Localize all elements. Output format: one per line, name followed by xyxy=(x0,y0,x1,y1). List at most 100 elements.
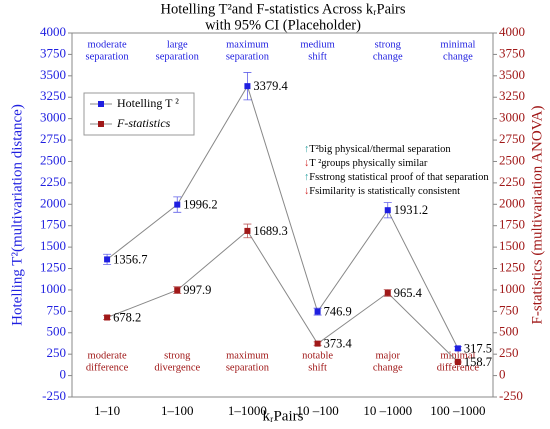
y2-tick-label: 1750 xyxy=(499,217,525,232)
bottom-annotation: maximum xyxy=(226,350,269,361)
x-tick-label: 10 –1000 xyxy=(363,403,412,418)
bottom-annotation: difference xyxy=(437,362,480,373)
y2-tick-label: -250 xyxy=(499,388,523,403)
marker xyxy=(384,289,391,296)
top-annotation: shift xyxy=(308,51,327,62)
note-text: Fsstrong statistical proof of that separ… xyxy=(309,172,489,183)
y-tick-label: 2500 xyxy=(40,152,66,167)
value-label: 1931.2 xyxy=(394,203,428,217)
y-tick-label: 250 xyxy=(47,345,67,360)
chart-title: Hotelling T²and F-statistics Across kᵣPa… xyxy=(160,1,405,17)
marker xyxy=(384,207,391,214)
note: ↓Fsimilarity is statistically consistent xyxy=(304,186,460,197)
y-tick-label: 1750 xyxy=(40,217,66,232)
note-text: T ²groups physically similar xyxy=(309,158,428,169)
bottom-annotation: shift xyxy=(308,362,327,373)
value-label: 1689.3 xyxy=(253,224,287,238)
note-arrow: ↑ xyxy=(304,172,309,183)
y2-tick-label: 250 xyxy=(499,345,519,360)
y2-tick-label: 4000 xyxy=(499,24,525,39)
y2-tick-label: 750 xyxy=(499,302,519,317)
y2-tick-label: 3500 xyxy=(499,67,525,82)
value-label: 746.9 xyxy=(324,304,352,318)
value-label: 373.4 xyxy=(324,336,353,350)
bottom-annotation: difference xyxy=(86,362,129,373)
top-annotation: minimal xyxy=(440,39,475,50)
bottom-annotation: strong xyxy=(164,350,191,361)
y-tick-label: 3750 xyxy=(40,45,66,60)
note: ↑Fsstrong statistical proof of that sepa… xyxy=(304,172,489,183)
y-tick-label: 0 xyxy=(60,367,67,382)
top-annotation: large xyxy=(167,39,188,50)
top-annotation: medium xyxy=(300,39,334,50)
chart-subtitle: with 95% CI (Placeholder) xyxy=(205,17,361,33)
y-tick-label: 750 xyxy=(47,302,67,317)
x-tick-label: 100 –1000 xyxy=(430,403,485,418)
y2-tick-label: 2000 xyxy=(499,195,525,210)
bottom-annotation: divergence xyxy=(154,362,200,373)
top-annotation: maximum xyxy=(226,39,269,50)
value-label: 678.2 xyxy=(113,310,141,324)
bottom-annotation: moderate xyxy=(88,350,127,361)
bottom-annotation: major xyxy=(376,350,401,361)
y-tick-label: 2250 xyxy=(40,174,66,189)
top-annotation: change xyxy=(443,51,473,62)
marker xyxy=(454,345,461,352)
y2-tick-label: 1250 xyxy=(499,260,525,275)
y-axis-label: Hotelling T²(multivariation distance) xyxy=(9,104,25,326)
top-annotation: separation xyxy=(86,51,130,62)
legend-label: F-statistics xyxy=(116,116,171,130)
x-tick-label: 1–100 xyxy=(161,403,194,418)
x-tick-label: 1–1000 xyxy=(228,403,267,418)
note: ↑T²big physical/thermal separation xyxy=(304,144,451,155)
legend-marker xyxy=(98,121,104,127)
marker xyxy=(104,256,111,263)
marker xyxy=(174,201,181,208)
marker xyxy=(314,340,321,347)
y-tick-label: 4000 xyxy=(40,24,66,39)
value-label: 997.9 xyxy=(183,283,211,297)
y-tick-label: 1000 xyxy=(40,281,66,296)
top-annotation: strong xyxy=(375,39,402,50)
top-annotation: moderate xyxy=(88,39,127,50)
y-tick-label: -250 xyxy=(42,388,66,403)
y2-tick-label: 0 xyxy=(499,367,506,382)
y2-tick-label: 1000 xyxy=(499,281,525,296)
y-tick-label: 2000 xyxy=(40,195,66,210)
note-arrow: ↑ xyxy=(304,144,309,155)
y-tick-label: 3250 xyxy=(40,88,66,103)
y-tick-label: 3500 xyxy=(40,67,66,82)
bottom-annotation: separation xyxy=(226,362,270,373)
legend-box xyxy=(83,92,195,136)
note: ↓T ²groups physically similar xyxy=(304,158,428,169)
note-text: Fsimilarity is statistically consistent xyxy=(309,186,460,197)
note-text: T²big physical/thermal separation xyxy=(309,144,451,155)
top-annotation: separation xyxy=(226,51,270,62)
y-tick-label: 1250 xyxy=(40,260,66,275)
y2-axis-label: F-statistics (multivariation ANOVA) xyxy=(529,106,545,325)
marker xyxy=(314,308,321,315)
marker xyxy=(244,227,251,234)
marker xyxy=(104,314,111,321)
plot-frame xyxy=(71,32,494,398)
y2-tick-label: 2750 xyxy=(499,131,525,146)
value-label: 1996.2 xyxy=(183,197,217,211)
marker xyxy=(454,358,461,365)
x-tick-label: 10 –100 xyxy=(296,403,338,418)
y2-tick-label: 3250 xyxy=(499,88,525,103)
marker xyxy=(174,287,181,294)
x-tick-label: 1–10 xyxy=(94,403,120,418)
top-annotation: change xyxy=(373,51,403,62)
note-arrow: ↓ xyxy=(304,186,309,197)
y2-tick-label: 500 xyxy=(499,324,519,339)
y2-tick-label: 3000 xyxy=(499,110,525,125)
y-tick-label: 1500 xyxy=(40,238,66,253)
value-label: 317.5 xyxy=(464,341,492,355)
series-line xyxy=(106,84,459,349)
value-label: 1356.7 xyxy=(113,252,147,266)
value-label: 965.4 xyxy=(394,286,423,300)
y2-tick-label: 2250 xyxy=(499,174,525,189)
x-axis-label: kᵣPairs xyxy=(263,408,304,424)
bottom-annotation: notable xyxy=(302,350,333,361)
